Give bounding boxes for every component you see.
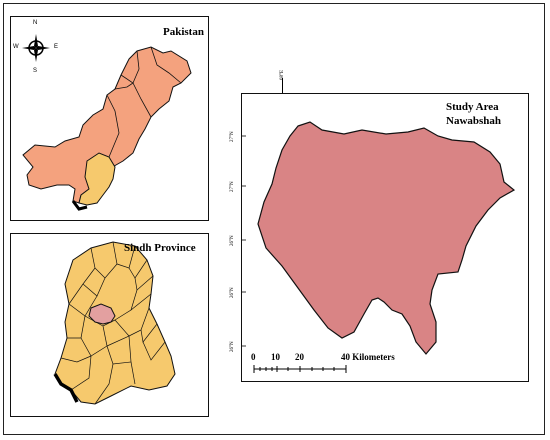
pakistan-inset-panel: N S W E Pakistan — [10, 16, 209, 221]
compass-east-label: E — [54, 44, 59, 50]
compass-north-label: N — [33, 20, 38, 26]
map-frame — [3, 3, 545, 435]
latitude-ticks — [242, 135, 246, 347]
pakistan-map — [22, 34, 192, 211]
scale-label-0: 0 — [251, 352, 256, 362]
scale-bar — [253, 365, 347, 373]
coastline — [53, 373, 79, 403]
sindh-map — [53, 241, 176, 405]
study-area-title-line2: Nawabshah — [446, 115, 502, 127]
scale-label-20: 20 — [295, 352, 304, 362]
coastline — [71, 200, 88, 211]
compass-west-label: W — [13, 44, 19, 50]
latitude-label: 26°N — [230, 287, 235, 298]
study-area-title-line1: Study Area — [446, 101, 499, 113]
sindh-region-shape — [78, 152, 116, 206]
sindh-province-shape — [54, 241, 176, 405]
pakistan-panel-title: Pakistan — [163, 26, 204, 38]
latitude-label: 27°N — [230, 131, 235, 142]
sindh-panel-title: Sindh Province — [124, 242, 196, 254]
nawabshah-highlight-shape — [88, 303, 116, 325]
province-border — [150, 46, 182, 84]
latitude-label: 26°N — [230, 235, 235, 246]
nawabshah-map — [242, 121, 516, 373]
province-border — [132, 50, 140, 84]
sindh-inset-panel: Sindh Province — [10, 233, 209, 417]
province-border — [114, 82, 134, 90]
province-border — [120, 74, 152, 118]
compass-rose-icon — [22, 34, 50, 62]
nawabshah-study-area-shape — [257, 121, 516, 355]
scale-label-10: 10 — [271, 352, 280, 362]
latitude-label: 26°N — [230, 341, 235, 352]
province-border — [106, 94, 120, 158]
latitude-label: 27°N — [230, 181, 235, 192]
compass-south-label: S — [33, 68, 38, 74]
longitude-tick — [282, 78, 283, 93]
study-area-panel: Study Area Nawabshah 27°N 27°N 26°N 26°N… — [230, 93, 529, 382]
scale-label-40-kilometers: 40 Kilometers — [341, 352, 395, 362]
longitude-label: 68°E — [280, 69, 285, 80]
